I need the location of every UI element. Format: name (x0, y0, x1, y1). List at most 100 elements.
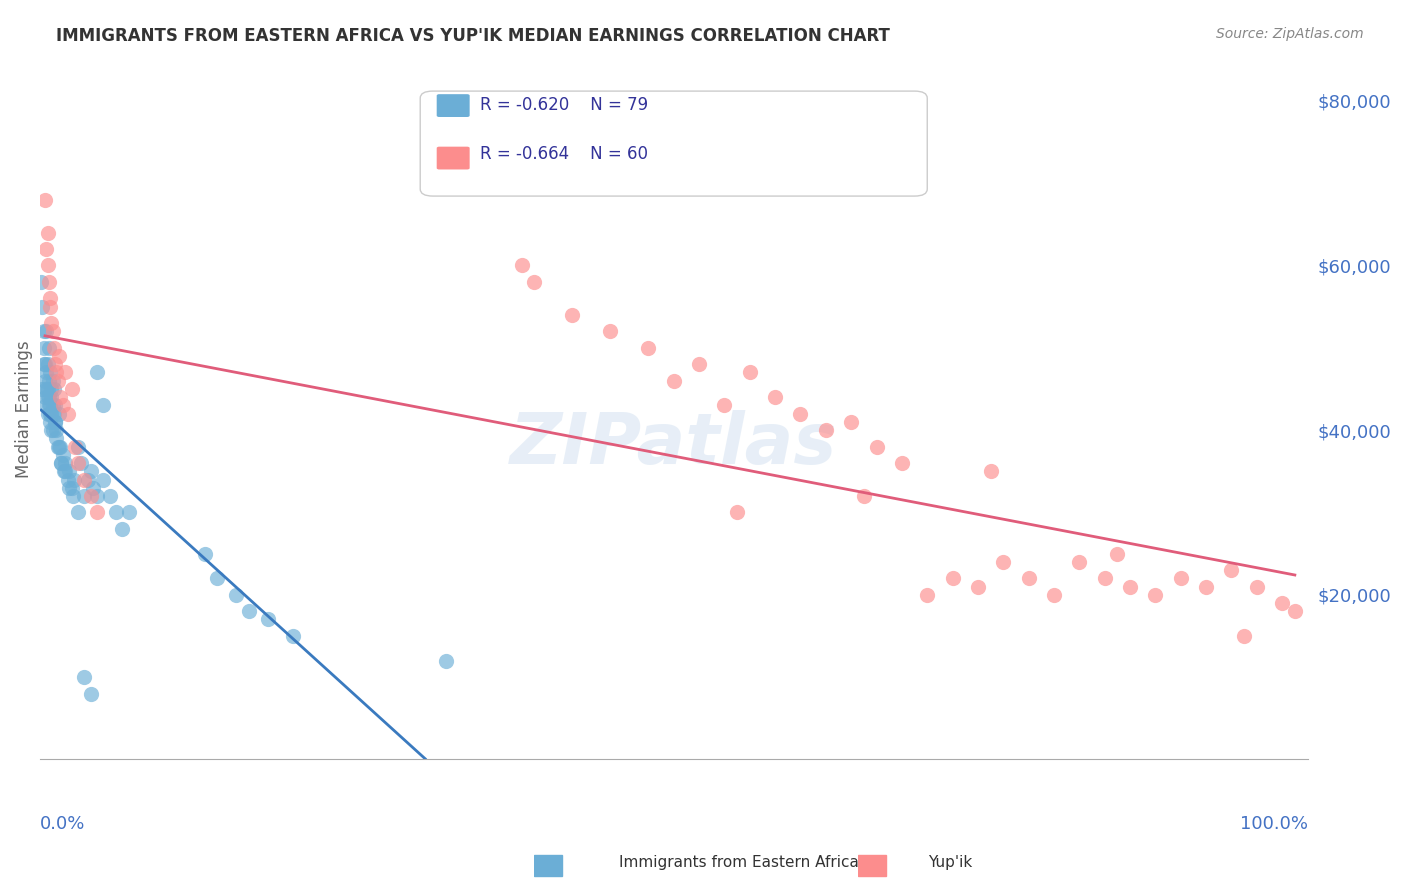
Point (86, 505, 108, 519)
Point (41, 423, 63, 437)
Point (66, 440, 89, 454)
Point (38, 275, 60, 289)
Point (34, 374, 56, 388)
Point (53, 366, 76, 380)
Point (1043, 588, 1066, 602)
Point (79, 489, 101, 503)
Point (890, 456, 912, 470)
Point (69, 456, 91, 470)
Point (225, 588, 247, 602)
Point (41, 407, 63, 421)
Point (37, 357, 59, 371)
Point (32, 324, 55, 338)
Point (814, 423, 837, 437)
Point (111, 522, 134, 536)
Point (1119, 580, 1142, 594)
Point (1107, 547, 1129, 561)
Point (42, 341, 65, 355)
Point (1144, 588, 1167, 602)
Point (73, 670, 96, 684)
FancyBboxPatch shape (420, 91, 927, 196)
Point (39, 398, 62, 412)
Point (789, 407, 811, 421)
Text: Source: ZipAtlas.com: Source: ZipAtlas.com (1216, 27, 1364, 41)
Point (44, 415, 66, 429)
Point (65, 440, 87, 454)
Point (561, 308, 583, 322)
Point (41, 374, 63, 388)
Point (73, 489, 96, 503)
Point (39, 300, 62, 314)
Point (53, 456, 76, 470)
Point (118, 505, 141, 519)
FancyBboxPatch shape (437, 146, 470, 169)
Point (1018, 571, 1040, 585)
Point (53, 464, 76, 478)
Text: Immigrants from Eastern Africa: Immigrants from Eastern Africa (619, 855, 859, 870)
Point (35, 324, 58, 338)
Text: R = -0.620    N = 79: R = -0.620 N = 79 (479, 96, 648, 114)
Point (238, 604, 260, 618)
Point (46, 374, 69, 388)
Point (980, 464, 1002, 478)
Point (66, 505, 89, 519)
Point (48, 349, 70, 363)
Point (86, 489, 108, 503)
Point (37, 226, 59, 240)
Point (39, 407, 62, 421)
Point (86, 366, 108, 380)
Point (41, 390, 63, 404)
Point (91, 473, 114, 487)
Point (35, 242, 58, 256)
Bar (534, 855, 562, 876)
Point (77, 473, 100, 487)
Point (58, 481, 80, 495)
Point (41, 382, 63, 396)
Point (44, 357, 66, 371)
Point (31, 382, 53, 396)
Point (852, 489, 875, 503)
Point (39, 291, 62, 305)
Point (48, 407, 70, 421)
Point (1284, 604, 1306, 618)
Text: IMMIGRANTS FROM EASTERN AFRICA VS YUP'IK MEDIAN EARNINGS CORRELATION CHART: IMMIGRANTS FROM EASTERN AFRICA VS YUP'IK… (56, 27, 890, 45)
Point (58, 464, 80, 478)
Point (37, 390, 59, 404)
Point (1069, 555, 1091, 569)
Point (30, 275, 52, 289)
Point (942, 571, 965, 585)
Point (510, 259, 533, 273)
Point (42, 407, 65, 421)
Point (34, 357, 56, 371)
Point (91, 398, 114, 412)
Point (44, 398, 66, 412)
Point (662, 374, 685, 388)
Point (56, 473, 79, 487)
Point (194, 547, 217, 561)
Point (993, 555, 1015, 569)
Point (257, 612, 280, 626)
FancyBboxPatch shape (437, 95, 470, 117)
Point (45, 366, 67, 380)
Point (49, 440, 72, 454)
Point (713, 398, 735, 412)
Point (51, 456, 73, 470)
Point (35, 398, 58, 412)
Point (46, 440, 69, 454)
Text: ZIPatlas: ZIPatlas (510, 410, 838, 479)
Point (48, 440, 70, 454)
Point (1195, 580, 1218, 594)
Point (283, 629, 305, 643)
Point (41, 398, 63, 412)
Point (1271, 596, 1294, 610)
Point (38, 398, 60, 412)
Point (73, 473, 96, 487)
Point (38, 341, 60, 355)
Point (53, 464, 76, 478)
Point (207, 571, 229, 585)
Point (1233, 629, 1256, 643)
Point (39, 366, 62, 380)
Text: 0.0%: 0.0% (39, 815, 86, 833)
Point (41, 423, 63, 437)
Point (105, 505, 128, 519)
